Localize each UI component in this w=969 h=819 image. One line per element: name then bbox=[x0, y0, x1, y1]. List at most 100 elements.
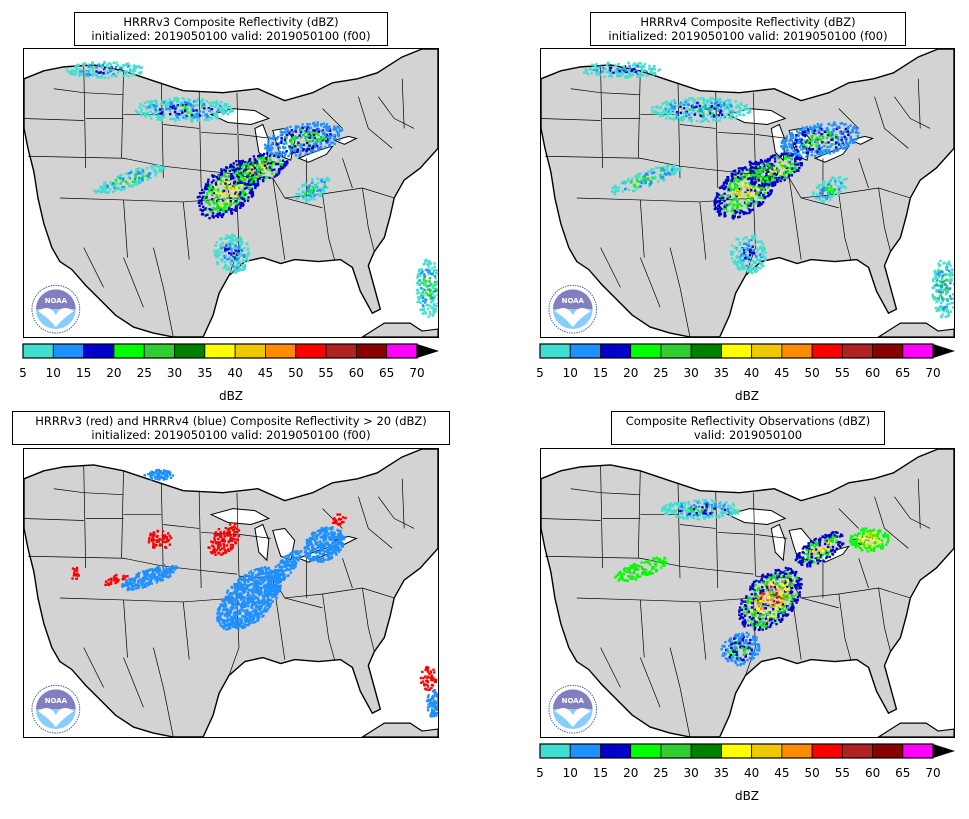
reflectivity-cell bbox=[732, 170, 735, 173]
reflectivity-cell bbox=[745, 168, 749, 171]
reflectivity-cell bbox=[427, 265, 430, 268]
reflectivity-cell bbox=[91, 72, 95, 76]
reflectivity-cell bbox=[782, 141, 786, 144]
reflectivity-cell bbox=[316, 139, 320, 143]
reflectivity-cell bbox=[196, 103, 199, 107]
reflectivity-cell bbox=[99, 190, 103, 193]
reflectivity-cell bbox=[649, 183, 652, 186]
colorbar-swatch bbox=[690, 343, 722, 359]
reflectivity-cell bbox=[744, 242, 747, 245]
reflectivity-cell bbox=[227, 622, 231, 626]
reflectivity-cell bbox=[627, 61, 630, 64]
reflectivity-cell bbox=[313, 187, 317, 190]
reflectivity-cell bbox=[265, 572, 269, 575]
reflectivity-cell bbox=[229, 177, 233, 181]
colorbar-swatch bbox=[721, 343, 753, 359]
reflectivity-cell bbox=[437, 296, 438, 300]
reflectivity-cell bbox=[268, 176, 271, 179]
reflectivity-cell bbox=[264, 175, 268, 179]
reflectivity-cell bbox=[661, 102, 665, 105]
panel1-title-line1: HRRRv3 Composite Reflectivity (dBZ) bbox=[123, 15, 339, 29]
reflectivity-cell bbox=[750, 238, 753, 242]
reflectivity-cell bbox=[278, 170, 281, 173]
reflectivity-cell bbox=[298, 193, 302, 196]
reflectivity-cell bbox=[191, 107, 194, 110]
reflectivity-cell bbox=[233, 604, 236, 607]
reflectivity-cell bbox=[653, 65, 656, 68]
reflectivity-cell bbox=[230, 109, 233, 113]
reflectivity-cell bbox=[73, 73, 76, 76]
reflectivity-cell bbox=[711, 97, 714, 100]
reflectivity-cell bbox=[114, 184, 117, 188]
reflectivity-cell bbox=[328, 125, 331, 128]
reflectivity-cell bbox=[99, 185, 102, 188]
reflectivity-cell bbox=[271, 172, 274, 175]
reflectivity-cell bbox=[823, 189, 826, 192]
reflectivity-cell bbox=[731, 244, 734, 247]
reflectivity-cell bbox=[431, 273, 434, 276]
reflectivity-cell bbox=[262, 610, 265, 613]
reflectivity-cell bbox=[245, 193, 248, 196]
reflectivity-cell bbox=[828, 122, 831, 126]
reflectivity-cell bbox=[946, 299, 949, 302]
reflectivity-cell bbox=[790, 132, 793, 135]
reflectivity-cell bbox=[154, 105, 157, 108]
reflectivity-cell bbox=[932, 278, 935, 281]
reflectivity-cell bbox=[773, 167, 776, 170]
reflectivity-cell bbox=[800, 156, 803, 159]
reflectivity-cell bbox=[687, 118, 691, 121]
reflectivity-cell bbox=[305, 199, 309, 202]
reflectivity-cell bbox=[136, 170, 139, 173]
reflectivity-cell bbox=[732, 192, 735, 195]
reflectivity-cell bbox=[763, 196, 766, 200]
reflectivity-cell bbox=[797, 134, 800, 137]
reflectivity-cell bbox=[738, 111, 741, 115]
reflectivity-cell bbox=[148, 173, 152, 176]
reflectivity-cell bbox=[230, 250, 233, 254]
reflectivity-cell bbox=[421, 287, 424, 291]
reflectivity-cell bbox=[246, 247, 250, 250]
reflectivity-cell bbox=[635, 178, 639, 182]
reflectivity-cell bbox=[79, 70, 82, 73]
reflectivity-cell bbox=[434, 277, 437, 280]
reflectivity-cell bbox=[766, 194, 770, 198]
reflectivity-cell bbox=[722, 114, 726, 118]
reflectivity-cell bbox=[289, 140, 293, 144]
reflectivity-cell bbox=[834, 178, 837, 181]
reflectivity-cell bbox=[948, 287, 951, 290]
reflectivity-cell bbox=[748, 211, 751, 215]
reflectivity-cell bbox=[247, 180, 251, 183]
reflectivity-cell bbox=[798, 158, 802, 161]
reflectivity-cell bbox=[715, 119, 719, 122]
reflectivity-cell bbox=[849, 139, 853, 143]
reflectivity-cell bbox=[238, 160, 242, 163]
reflectivity-cell bbox=[745, 264, 748, 268]
reflectivity-cell bbox=[158, 169, 161, 173]
reflectivity-cell bbox=[261, 164, 265, 167]
reflectivity-cell bbox=[807, 147, 811, 151]
reflectivity-cell bbox=[296, 150, 299, 153]
reflectivity-cell bbox=[719, 116, 722, 119]
reflectivity-cell bbox=[770, 189, 774, 192]
reflectivity-cell bbox=[223, 104, 226, 107]
reflectivity-cell bbox=[780, 145, 783, 148]
reflectivity-cell bbox=[797, 161, 800, 165]
reflectivity-cell bbox=[285, 126, 289, 130]
reflectivity-cell bbox=[759, 161, 762, 165]
reflectivity-cell bbox=[759, 170, 762, 173]
reflectivity-cell bbox=[721, 194, 724, 197]
reflectivity-cell bbox=[132, 64, 136, 67]
reflectivity-cell bbox=[249, 162, 252, 166]
reflectivity-cell bbox=[701, 105, 705, 108]
reflectivity-cell bbox=[723, 101, 726, 105]
reflectivity-cell bbox=[310, 181, 314, 185]
reflectivity-cell bbox=[729, 103, 732, 106]
reflectivity-cell bbox=[321, 130, 325, 134]
reflectivity-cell bbox=[313, 194, 316, 197]
reflectivity-cell bbox=[717, 204, 720, 207]
reflectivity-cell bbox=[243, 580, 247, 584]
state-border bbox=[600, 247, 621, 288]
reflectivity-cell bbox=[433, 265, 437, 268]
reflectivity-cell bbox=[335, 130, 339, 133]
reflectivity-cell bbox=[763, 248, 766, 251]
